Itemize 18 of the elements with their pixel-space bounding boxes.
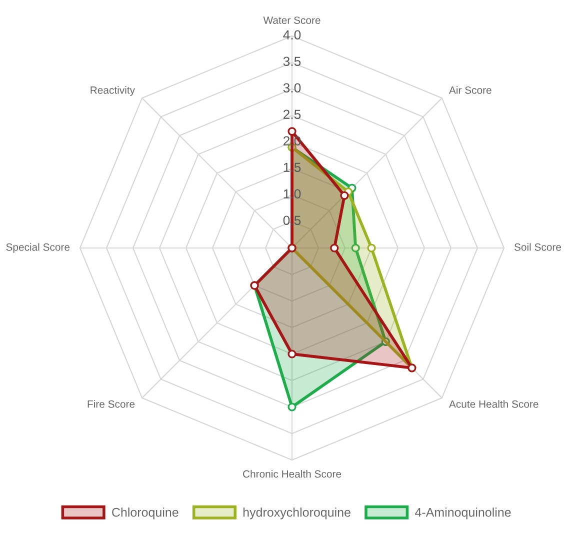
spoke-label: Chronic Health Score [243,470,342,478]
spoke-label: Reactivity [90,86,136,96]
y-tick-label: 1.5 [284,162,301,172]
spoke-label: Acute Health Score [449,400,538,408]
spoke-label: Water Score [263,16,320,24]
legend-label: hydroxychloroquine [243,508,350,520]
y-tick-label: 3.0 [283,83,301,93]
spoke-label: Fire Score [88,400,135,408]
y-tick-label: 4.0 [283,30,301,40]
spoke-label: Air Score [449,86,492,94]
y-tick-label: 1.0 [284,189,301,199]
spoke-label: Special Score [6,243,70,253]
y-tick-label: 2.5 [283,110,301,120]
y-tick-label: 0.5 [283,216,301,226]
legend-label: Chloroquine [112,508,178,520]
spoke-label: Soil Score [514,243,562,251]
legend-label: 4-Aminoquinoline [415,508,511,520]
y-tick-label: 3.5 [283,56,301,66]
